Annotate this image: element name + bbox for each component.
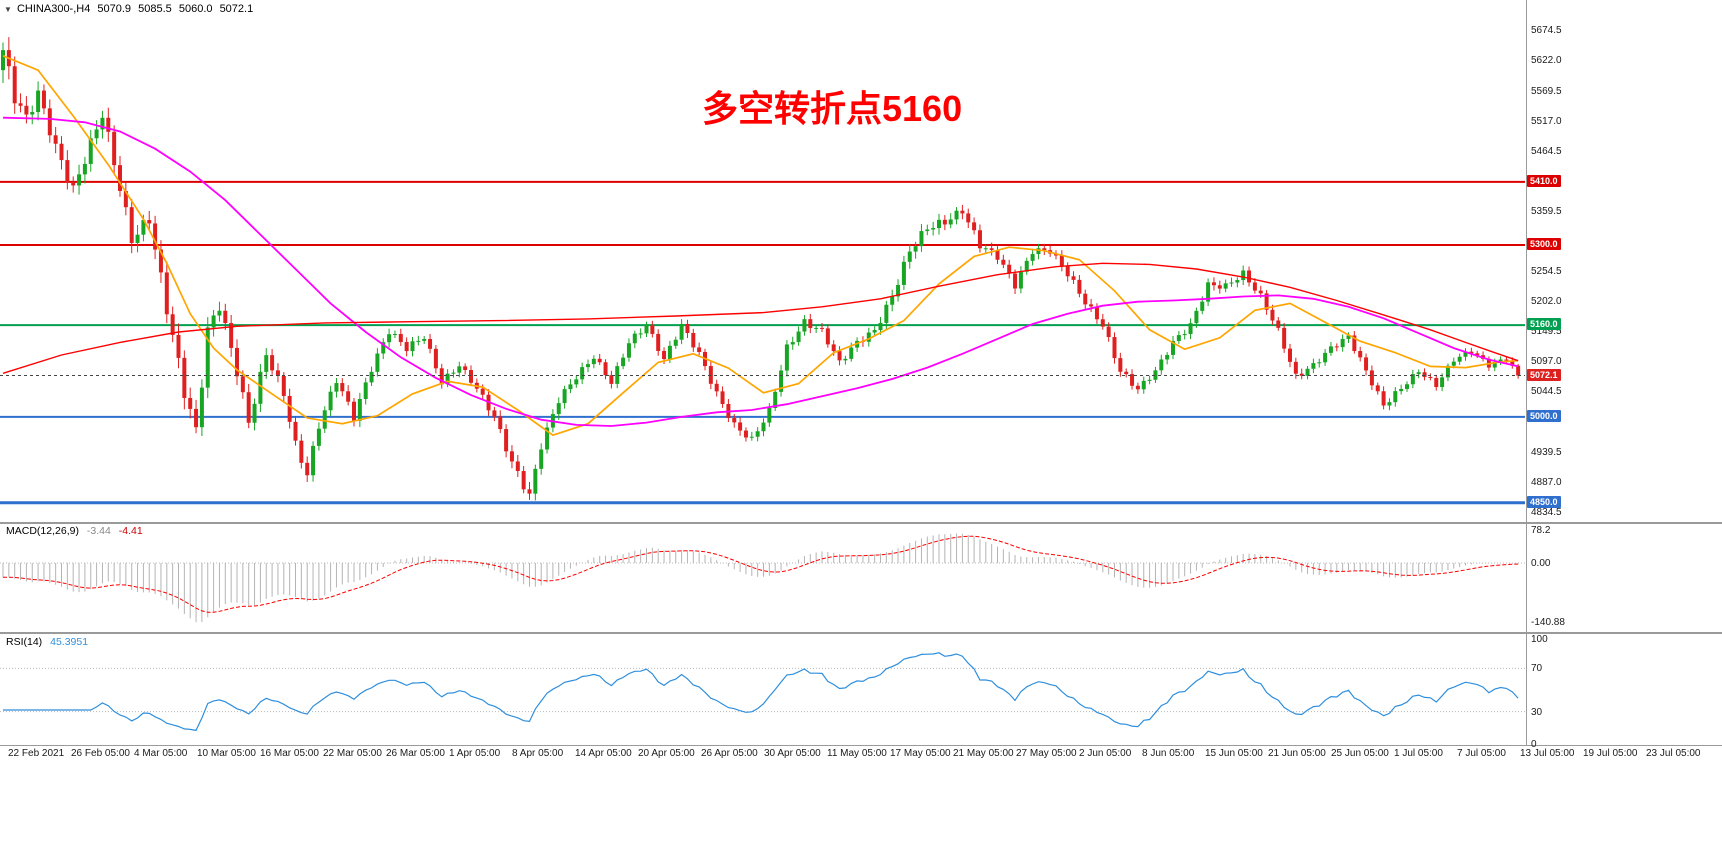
price-tick-label: 4887.0: [1531, 476, 1562, 488]
time-label: 26 Apr 05:00: [701, 748, 758, 759]
time-label: 1 Apr 05:00: [449, 748, 501, 759]
price-tick-label: 5517.0: [1531, 115, 1562, 127]
macd-axis-label: 0.00: [1531, 558, 1551, 569]
time-label: 7 Jul 05:00: [1457, 748, 1506, 759]
time-label: 22 Feb 2021: [8, 748, 65, 759]
rsi-axis-label: 100: [1531, 634, 1548, 645]
macd-name: MACD(12,26,9): [6, 525, 79, 537]
ohlc-open: 5070.9: [97, 3, 132, 15]
time-label: 21 May 05:00: [953, 748, 1014, 759]
price-tick-label: 5149.5: [1531, 326, 1562, 338]
price-tick-label: 5254.5: [1531, 266, 1562, 278]
price-tick-label: 5464.5: [1531, 145, 1562, 157]
macd-indicator-label: MACD(12,26,9) -3.44 -4.41: [6, 525, 148, 537]
price-level-badge: 4850.0: [1527, 495, 1561, 508]
time-label: 26 Feb 05:00: [71, 748, 130, 759]
price-tick-label: 5097.0: [1531, 356, 1562, 368]
macd-axis-label: -140.88: [1531, 617, 1565, 629]
price-tick-label: 5569.5: [1531, 85, 1562, 97]
moving-averages: [2, 55, 1519, 437]
price-level-badge: 5160.0: [1527, 318, 1561, 331]
time-label: 20 Apr 05:00: [638, 748, 695, 759]
time-label: 8 Jun 05:00: [1142, 748, 1195, 759]
time-label: 22 Mar 05:00: [323, 748, 382, 759]
time-label: 26 Mar 05:00: [386, 748, 445, 759]
rsi-indicator-label: RSI(14) 45.3951: [6, 636, 93, 648]
annotation-text[interactable]: 多空转折点5160: [702, 88, 963, 129]
time-label: 1 Jul 05:00: [1394, 748, 1443, 759]
rsi-axis-label: 0: [1531, 739, 1537, 750]
time-label: 11 May 05:00: [827, 748, 887, 759]
price-tick-label: 4939.5: [1531, 446, 1562, 458]
time-label: 10 Mar 05:00: [197, 748, 256, 759]
rsi-value: 45.3951: [50, 636, 89, 648]
time-label: 15 Jun 05:00: [1205, 748, 1263, 759]
ohlc-low: 5060.0: [178, 3, 213, 15]
price-level-badge: 5300.0: [1527, 237, 1561, 250]
time-label: 23 Jul 05:00: [1646, 748, 1701, 759]
current-price-badge: 5072.1: [1527, 368, 1561, 381]
time-label: 2 Jun 05:00: [1079, 748, 1132, 759]
macd-value-signal: -4.41: [118, 525, 143, 537]
time-label: 27 May 05:00: [1016, 748, 1077, 759]
MA-slow-red: [2, 262, 1519, 374]
price-tick-label: 5622.0: [1531, 55, 1562, 67]
MA-fast-orange: [2, 55, 1519, 437]
time-label: 16 Mar 05:00: [260, 748, 319, 759]
time-label: 8 Apr 05:00: [512, 748, 564, 759]
price-level-badge: 5410.0: [1527, 174, 1561, 187]
time-label: 14 Apr 05:00: [575, 748, 632, 759]
dropdown-icon[interactable]: ▼: [4, 5, 12, 14]
symbol-ohlc-line: ▼ CHINA300-,H4 5070.9 5085.5 5060.0 5072…: [4, 3, 257, 15]
rsi-axis-label: 30: [1531, 706, 1543, 718]
symbol-name: CHINA300-,H4: [16, 3, 91, 15]
time-label: 25 Jun 05:00: [1331, 748, 1389, 759]
macd-panel: [0, 533, 1525, 623]
price-tick-label: 5674.5: [1531, 25, 1562, 37]
time-axis[interactable]: [0, 746, 1722, 764]
macd-value-main: -3.44: [86, 525, 111, 537]
price-tick-label: 5202.0: [1531, 296, 1562, 308]
horizontal-levels: [0, 180, 1525, 505]
price-tick-label: 5044.5: [1531, 386, 1562, 398]
MA-medium-magenta: [2, 116, 1519, 427]
ohlc-close: 5072.1: [219, 3, 254, 15]
ohlc-high: 5085.5: [138, 3, 172, 15]
rsi-axis-label: 70: [1531, 663, 1543, 675]
price-tick-label: 5359.5: [1531, 205, 1562, 217]
candlesticks: [1, 37, 1521, 501]
time-label: 19 Jul 05:00: [1583, 748, 1638, 759]
rsi-line: [3, 652, 1519, 732]
panel-separators: [0, 0, 1722, 746]
time-label: 17 May 05:00: [890, 748, 951, 759]
price-level-badge: 5000.0: [1527, 409, 1561, 422]
rsi-name: RSI(14): [6, 636, 43, 648]
time-label: 30 Apr 05:00: [764, 748, 821, 759]
time-label: 4 Mar 05:00: [134, 748, 188, 759]
time-label: 13 Jul 05:00: [1520, 748, 1575, 759]
macd-signal-line: [2, 535, 1519, 613]
macd-axis-label: 78.2: [1531, 525, 1551, 537]
price-tick-label: 4834.5: [1531, 506, 1562, 518]
rsi-panel: [0, 652, 1525, 732]
price-axis[interactable]: [1526, 10, 1586, 745]
time-label: 21 Jun 05:00: [1268, 748, 1326, 759]
